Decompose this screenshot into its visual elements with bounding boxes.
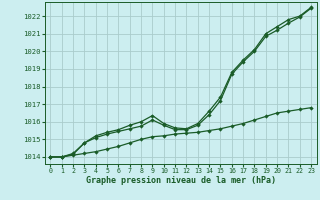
- X-axis label: Graphe pression niveau de la mer (hPa): Graphe pression niveau de la mer (hPa): [86, 176, 276, 185]
